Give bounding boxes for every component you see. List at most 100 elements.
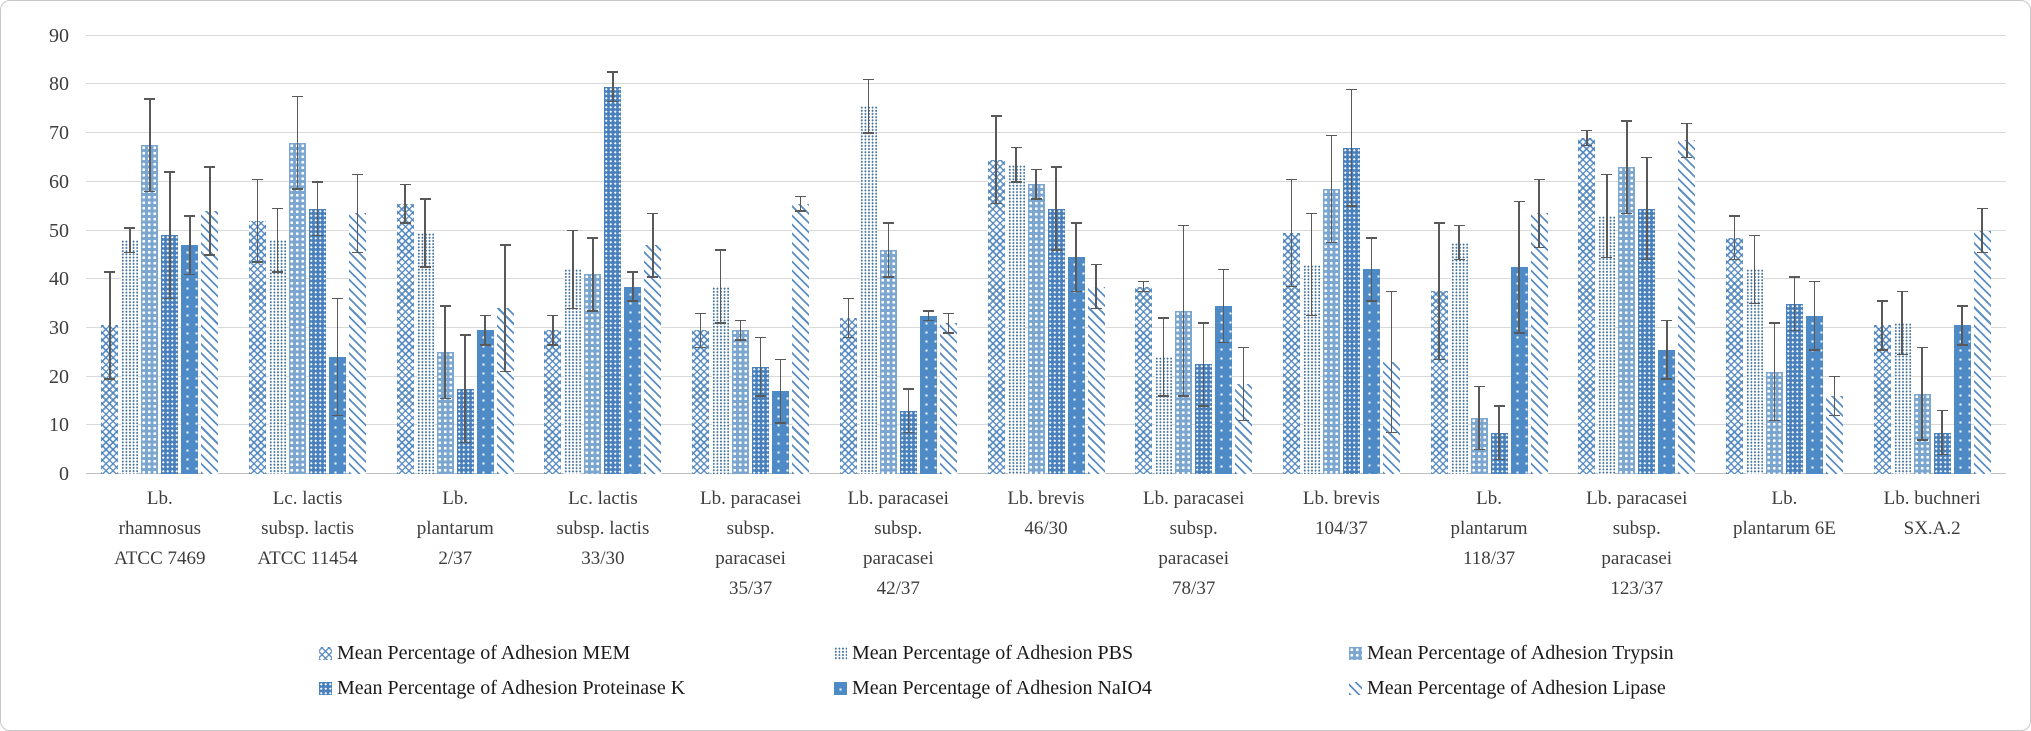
- error-bar-cap: [775, 422, 787, 424]
- bar-naio4: [919, 315, 937, 474]
- error-bar-cap: [1433, 222, 1445, 224]
- error-bar-cap: [352, 251, 364, 254]
- error-bar-cap: [990, 115, 1002, 117]
- bar-mem: [692, 330, 710, 474]
- error-bar: [1941, 410, 1943, 455]
- error-bar-cap: [1030, 168, 1042, 171]
- error-bar-cap: [439, 397, 451, 400]
- error-bar-cap: [795, 210, 807, 212]
- bar-pbs: [416, 232, 434, 474]
- error-bar-cap: [862, 132, 874, 134]
- error-bar: [652, 213, 654, 277]
- error-bar-cap: [1070, 290, 1082, 293]
- bar-pbs: [1155, 357, 1173, 474]
- y-tick-label: 80: [49, 73, 69, 96]
- bar-lipase: [496, 308, 514, 474]
- bar-protk: [1195, 364, 1213, 474]
- error-bar-cap: [1473, 448, 1485, 451]
- gridline: [86, 132, 2006, 134]
- bar-lipase: [349, 213, 367, 474]
- x-axis-line: [86, 473, 2006, 474]
- bar-naio4: [1805, 315, 1823, 474]
- error-bar-cap: [104, 378, 116, 380]
- bar-pbs: [1893, 323, 1911, 474]
- bar-trypsin: [732, 330, 750, 474]
- error-bar-cap: [1533, 178, 1545, 181]
- error-bar-cap: [1433, 358, 1445, 361]
- bar-mem: [1873, 325, 1891, 474]
- bar-naio4: [1953, 325, 1971, 474]
- error-bar-cap: [902, 388, 914, 390]
- y-tick-label: 60: [49, 170, 69, 193]
- error-bar-cap: [942, 312, 954, 315]
- bar-pbs: [564, 269, 582, 474]
- error-bar-cap: [1641, 156, 1653, 159]
- gridline: [86, 278, 2006, 280]
- error-bar-cap: [1748, 302, 1760, 305]
- y-tick-label: 10: [49, 414, 69, 437]
- error-bar-cap: [842, 336, 854, 339]
- error-bar: [1666, 320, 1668, 380]
- error-bar: [1035, 169, 1037, 199]
- bar-trypsin: [141, 145, 159, 474]
- bar-lipase: [1235, 383, 1253, 474]
- error-bar-cap: [252, 178, 264, 181]
- error-bar-cap: [1808, 349, 1820, 351]
- error-bar: [1350, 89, 1353, 207]
- error-bar-cap: [1936, 453, 1948, 456]
- error-bar-cap: [1198, 405, 1210, 407]
- error-bar-cap: [1601, 256, 1613, 259]
- bar-protk: [161, 235, 179, 474]
- error-bar-cap: [1198, 322, 1210, 324]
- error-bar-cap: [1493, 405, 1505, 407]
- error-bar-cap: [312, 234, 324, 237]
- error-bar-cap: [1238, 419, 1250, 422]
- error-bar: [1686, 123, 1688, 158]
- error-bar-cap: [1621, 212, 1633, 215]
- bar-lipase: [792, 203, 810, 474]
- error-bar-cap: [292, 188, 304, 190]
- bar-lipase: [1087, 286, 1105, 474]
- error-bar-cap: [1365, 237, 1377, 239]
- gridline: [86, 83, 2006, 85]
- error-bar-cap: [795, 195, 807, 198]
- x-category-label: Lb. paracasei subsp. paracasei 123/37: [1586, 488, 1688, 599]
- bar-mem: [101, 325, 119, 474]
- bar-protk: [899, 410, 917, 474]
- error-bar: [1961, 306, 1963, 345]
- x-category-label: Lb. paracasei subsp. paracasei 42/37: [847, 488, 949, 599]
- x-category-label: Lb. plantarum 118/37: [1450, 488, 1528, 569]
- error-bar-cap: [332, 414, 344, 417]
- error-bar-cap: [1641, 258, 1653, 261]
- error-bar: [779, 359, 782, 423]
- bar-naio4: [181, 245, 199, 474]
- error-bar-cap: [1768, 322, 1780, 324]
- error-bar-cap: [735, 339, 747, 341]
- error-bar: [1813, 281, 1816, 350]
- error-bar-cap: [439, 305, 451, 307]
- bar-pbs: [1598, 215, 1616, 474]
- error-bar-cap: [1453, 224, 1465, 227]
- error-bar-cap: [499, 370, 511, 373]
- error-bar-cap: [1178, 224, 1190, 227]
- error-bar: [632, 271, 634, 302]
- error-bar: [1498, 405, 1500, 460]
- error-bar-cap: [1788, 329, 1800, 332]
- error-bar: [907, 388, 910, 433]
- bar-trypsin: [436, 352, 454, 474]
- error-bar-cap: [587, 237, 599, 239]
- error-bar-cap: [1158, 317, 1170, 319]
- error-bar-cap: [607, 100, 619, 103]
- bar-trypsin: [1765, 371, 1783, 474]
- bar-pbs: [1007, 164, 1025, 474]
- legend-swatch-icon: [319, 646, 332, 660]
- bar-trypsin: [289, 142, 307, 474]
- error-bar-cap: [1876, 349, 1888, 351]
- x-category-label: Lb. plantarum 2/37: [416, 488, 494, 569]
- legend-swatch-icon: [319, 681, 332, 695]
- x-category-label: Lc. lactis subsp. lactis 33/30: [556, 488, 650, 569]
- error-bar-cap: [1808, 280, 1820, 283]
- error-bar-cap: [647, 276, 659, 278]
- error-bar: [592, 237, 594, 311]
- error-bar-cap: [312, 181, 324, 183]
